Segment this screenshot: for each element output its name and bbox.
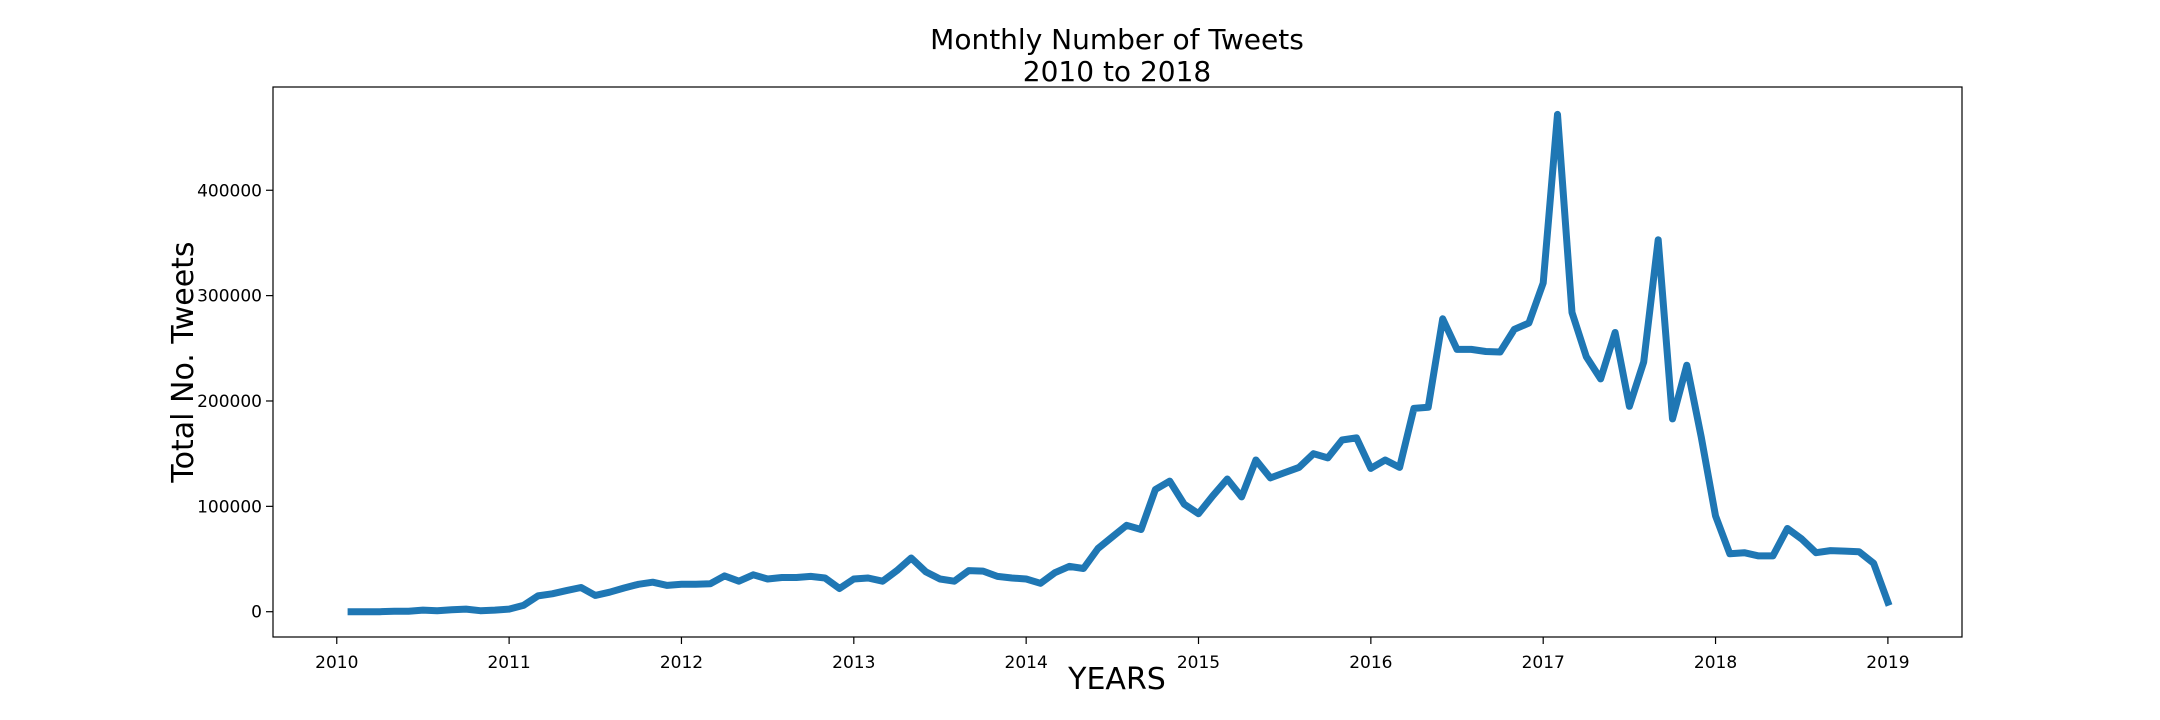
- y-tick-label: 0: [251, 603, 262, 623]
- x-tick-label: 2014: [1005, 653, 1048, 673]
- x-tick-label: 2016: [1349, 653, 1392, 673]
- x-axis-label: YEARS: [1067, 662, 1166, 697]
- plot-series: [347, 110, 1893, 616]
- y-tick-label: 200000: [197, 392, 262, 412]
- plot-area-frame: [272, 86, 1963, 638]
- x-tick-label: 2011: [487, 653, 530, 673]
- chart-subtitle: 2010 to 2018: [1023, 55, 1211, 88]
- x-tick-label: 2013: [832, 653, 875, 673]
- y-tick-label: 300000: [197, 287, 262, 307]
- series-line: [347, 110, 1893, 616]
- x-tick-label: 2019: [1866, 653, 1909, 673]
- y-axis-label: Total No. Tweets: [166, 241, 201, 483]
- x-tick-label: 2017: [1522, 653, 1565, 673]
- x-tick-label: 2015: [1177, 653, 1220, 673]
- x-tick-label: 2010: [315, 653, 358, 673]
- x-tick-label: 2012: [660, 653, 703, 673]
- x-tick-label: 2018: [1694, 653, 1737, 673]
- x-axis: 2010 2011 2012 2013 2014 2015 2016 2017 2018 2019: [315, 637, 1910, 673]
- y-tick-label: 100000: [197, 497, 262, 517]
- chart-title: Monthly Number of Tweets: [930, 23, 1304, 56]
- y-tick-label: 400000: [197, 181, 262, 201]
- y-axis: 0 100000 200000 300000 400000: [197, 181, 273, 623]
